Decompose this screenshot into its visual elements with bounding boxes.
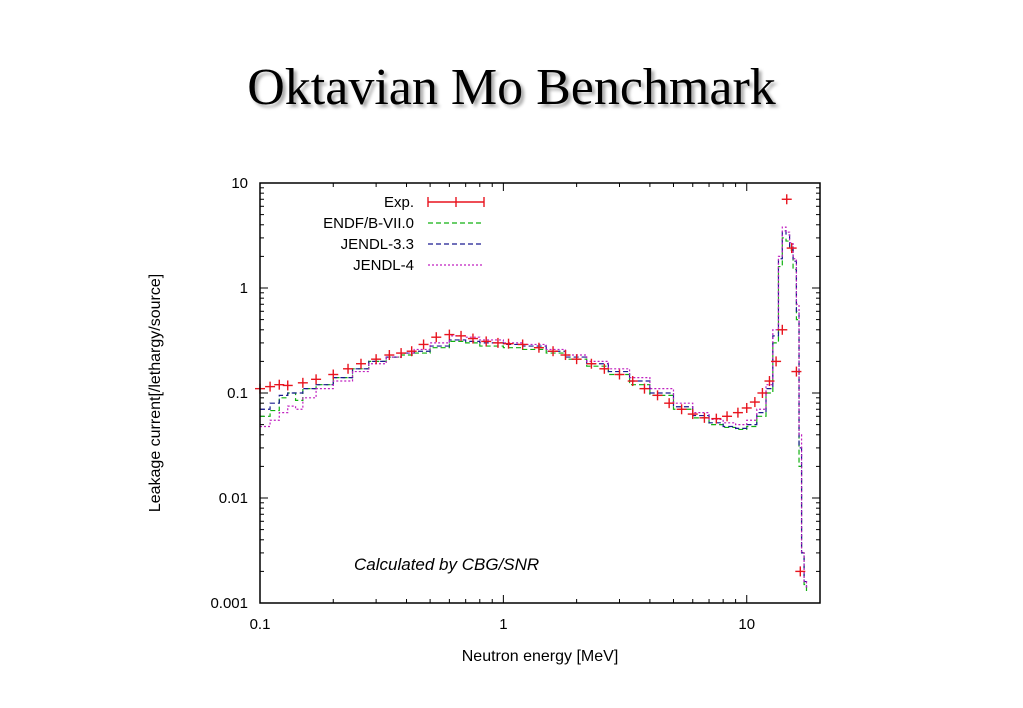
- exp-data-point: [481, 336, 492, 347]
- exp-data-point: [328, 369, 339, 380]
- exp-data-point: [749, 397, 760, 408]
- y-tick-label: 0.1: [227, 385, 248, 402]
- exp-data-point: [467, 333, 478, 344]
- exp-data-point: [722, 411, 733, 422]
- x-tick-label: 1: [499, 616, 507, 633]
- y-axis-label: Leakage current[/lethargy/source]: [147, 274, 164, 512]
- x-axis-label: Neutron energy [MeV]: [462, 648, 619, 665]
- legend-label: ENDF/B-VII.0: [323, 215, 414, 232]
- exp-data-point: [274, 379, 285, 390]
- exp-data-point: [757, 388, 768, 398]
- exp-data-point: [586, 358, 597, 369]
- series-group: [255, 194, 808, 592]
- exp-data-point: [687, 409, 698, 420]
- exp-data-point: [781, 194, 792, 205]
- exp-data-point: [355, 358, 366, 369]
- x-tick-label: 10: [738, 616, 755, 633]
- legend-label: Exp.: [384, 194, 414, 211]
- exp-data-point: [371, 354, 382, 365]
- series-line-jendl-3-3: [260, 230, 808, 588]
- calculation-annotation: Calculated by CBG/SNR: [354, 555, 539, 574]
- exp-data-point: [533, 342, 544, 353]
- legend: Exp. ENDF/B-VII.0 JENDL-3.3 JENDL-4: [323, 194, 485, 274]
- exp-data-point: [627, 376, 638, 387]
- exp-data-point: [614, 369, 625, 380]
- exp-data-point: [791, 366, 802, 377]
- exp-data-point: [265, 381, 276, 392]
- exp-data-point: [384, 350, 395, 361]
- exp-data-point: [560, 350, 571, 361]
- y-tick-label: 10: [231, 175, 248, 192]
- exp-data-point: [418, 339, 429, 350]
- exp-data-point: [297, 377, 308, 388]
- exp-data-point: [548, 346, 559, 357]
- exp-data-point: [771, 356, 782, 367]
- y-tick-label: 0.001: [210, 595, 248, 612]
- exp-data-point: [676, 404, 687, 415]
- series-line-endf-b-vii-0: [260, 237, 808, 592]
- exp-data-point: [343, 363, 354, 374]
- slide-title: Oktavian Mo Benchmark: [247, 59, 776, 116]
- exp-data-point: [652, 390, 663, 401]
- y-tick-label: 1: [240, 280, 248, 297]
- series-line-jendl-4: [260, 226, 808, 588]
- y-tick-label: 0.01: [219, 490, 248, 507]
- exp-data-point: [786, 243, 797, 254]
- exp-data-point: [517, 339, 528, 350]
- legend-label: JENDL-4: [353, 257, 414, 274]
- exp-data-point: [444, 329, 455, 340]
- exp-data-point: [664, 398, 675, 409]
- legend-label: JENDL-3.3: [341, 236, 414, 253]
- exp-data-point: [282, 380, 293, 391]
- plot-frame: [259, 182, 821, 604]
- exp-data-point: [699, 412, 710, 423]
- exp-data-point: [764, 376, 775, 387]
- exp-data-point: [599, 363, 610, 374]
- exp-data-point: [732, 407, 743, 418]
- exp-data-point: [711, 413, 722, 424]
- x-tick-label: 0.1: [250, 616, 271, 633]
- exp-data-point: [503, 338, 514, 349]
- exp-data-point: [639, 383, 650, 394]
- exp-data-point: [456, 330, 467, 341]
- exp-data-point: [777, 324, 788, 335]
- exp-data-point: [406, 346, 417, 357]
- tick-labels: 0.1 1 10 10 1 0.1 0.01 0.001: [210, 175, 755, 633]
- exp-data-point: [492, 337, 503, 348]
- exp-data-point: [431, 332, 442, 343]
- exp-data-point: [311, 374, 322, 385]
- exp-data-point: [795, 566, 806, 577]
- exp-data-point: [396, 348, 407, 359]
- exp-data-point: [571, 354, 582, 365]
- exp-data-point: [741, 402, 752, 413]
